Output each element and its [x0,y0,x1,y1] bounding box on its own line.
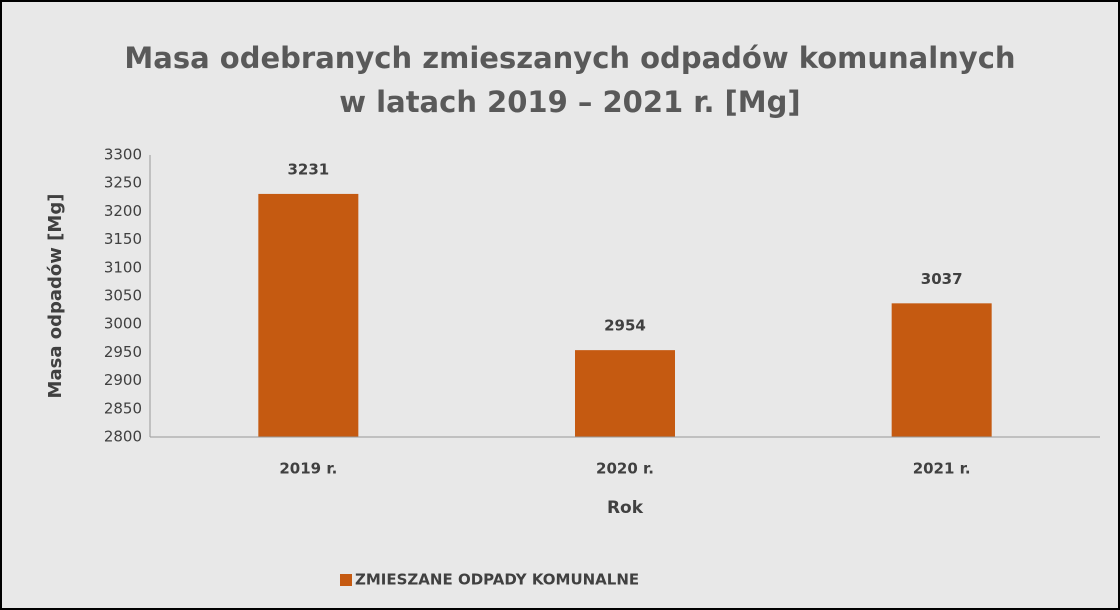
y-tick-label: 3100 [104,258,142,276]
bar [891,303,992,437]
y-tick-label: 3300 [104,146,142,164]
legend-swatch [340,574,352,586]
x-tick-label: 2019 r. [279,460,337,478]
legend-label: ZMIESZANE ODPADY KOMUNALNE [355,571,639,589]
y-tick-label: 2950 [104,343,142,361]
y-tick-label: 3150 [104,230,142,248]
data-label: 3231 [287,160,329,178]
x-tick-label: 2020 r. [596,460,654,478]
bar [575,350,675,437]
data-label: 3037 [921,270,963,288]
y-tick-label: 2900 [104,371,142,389]
y-tick-label: 2800 [104,428,142,446]
y-tick-label: 2850 [104,399,142,417]
y-axis-label: Masa odpadów [Mg] [45,194,66,399]
y-tick-label: 3000 [104,315,142,333]
chart-title: Masa odebranych zmieszanych odpadów komu… [124,41,1015,75]
y-tick-label: 3200 [104,202,142,220]
data-label: 2954 [604,317,646,335]
x-axis-label: Rok [607,498,644,518]
x-tick-label: 2021 r. [913,460,971,478]
y-tick-label: 3050 [104,287,142,305]
bar [258,193,359,437]
chart-title: w latach 2019 – 2021 r. [Mg] [339,85,800,119]
y-tick-label: 3250 [104,174,142,192]
